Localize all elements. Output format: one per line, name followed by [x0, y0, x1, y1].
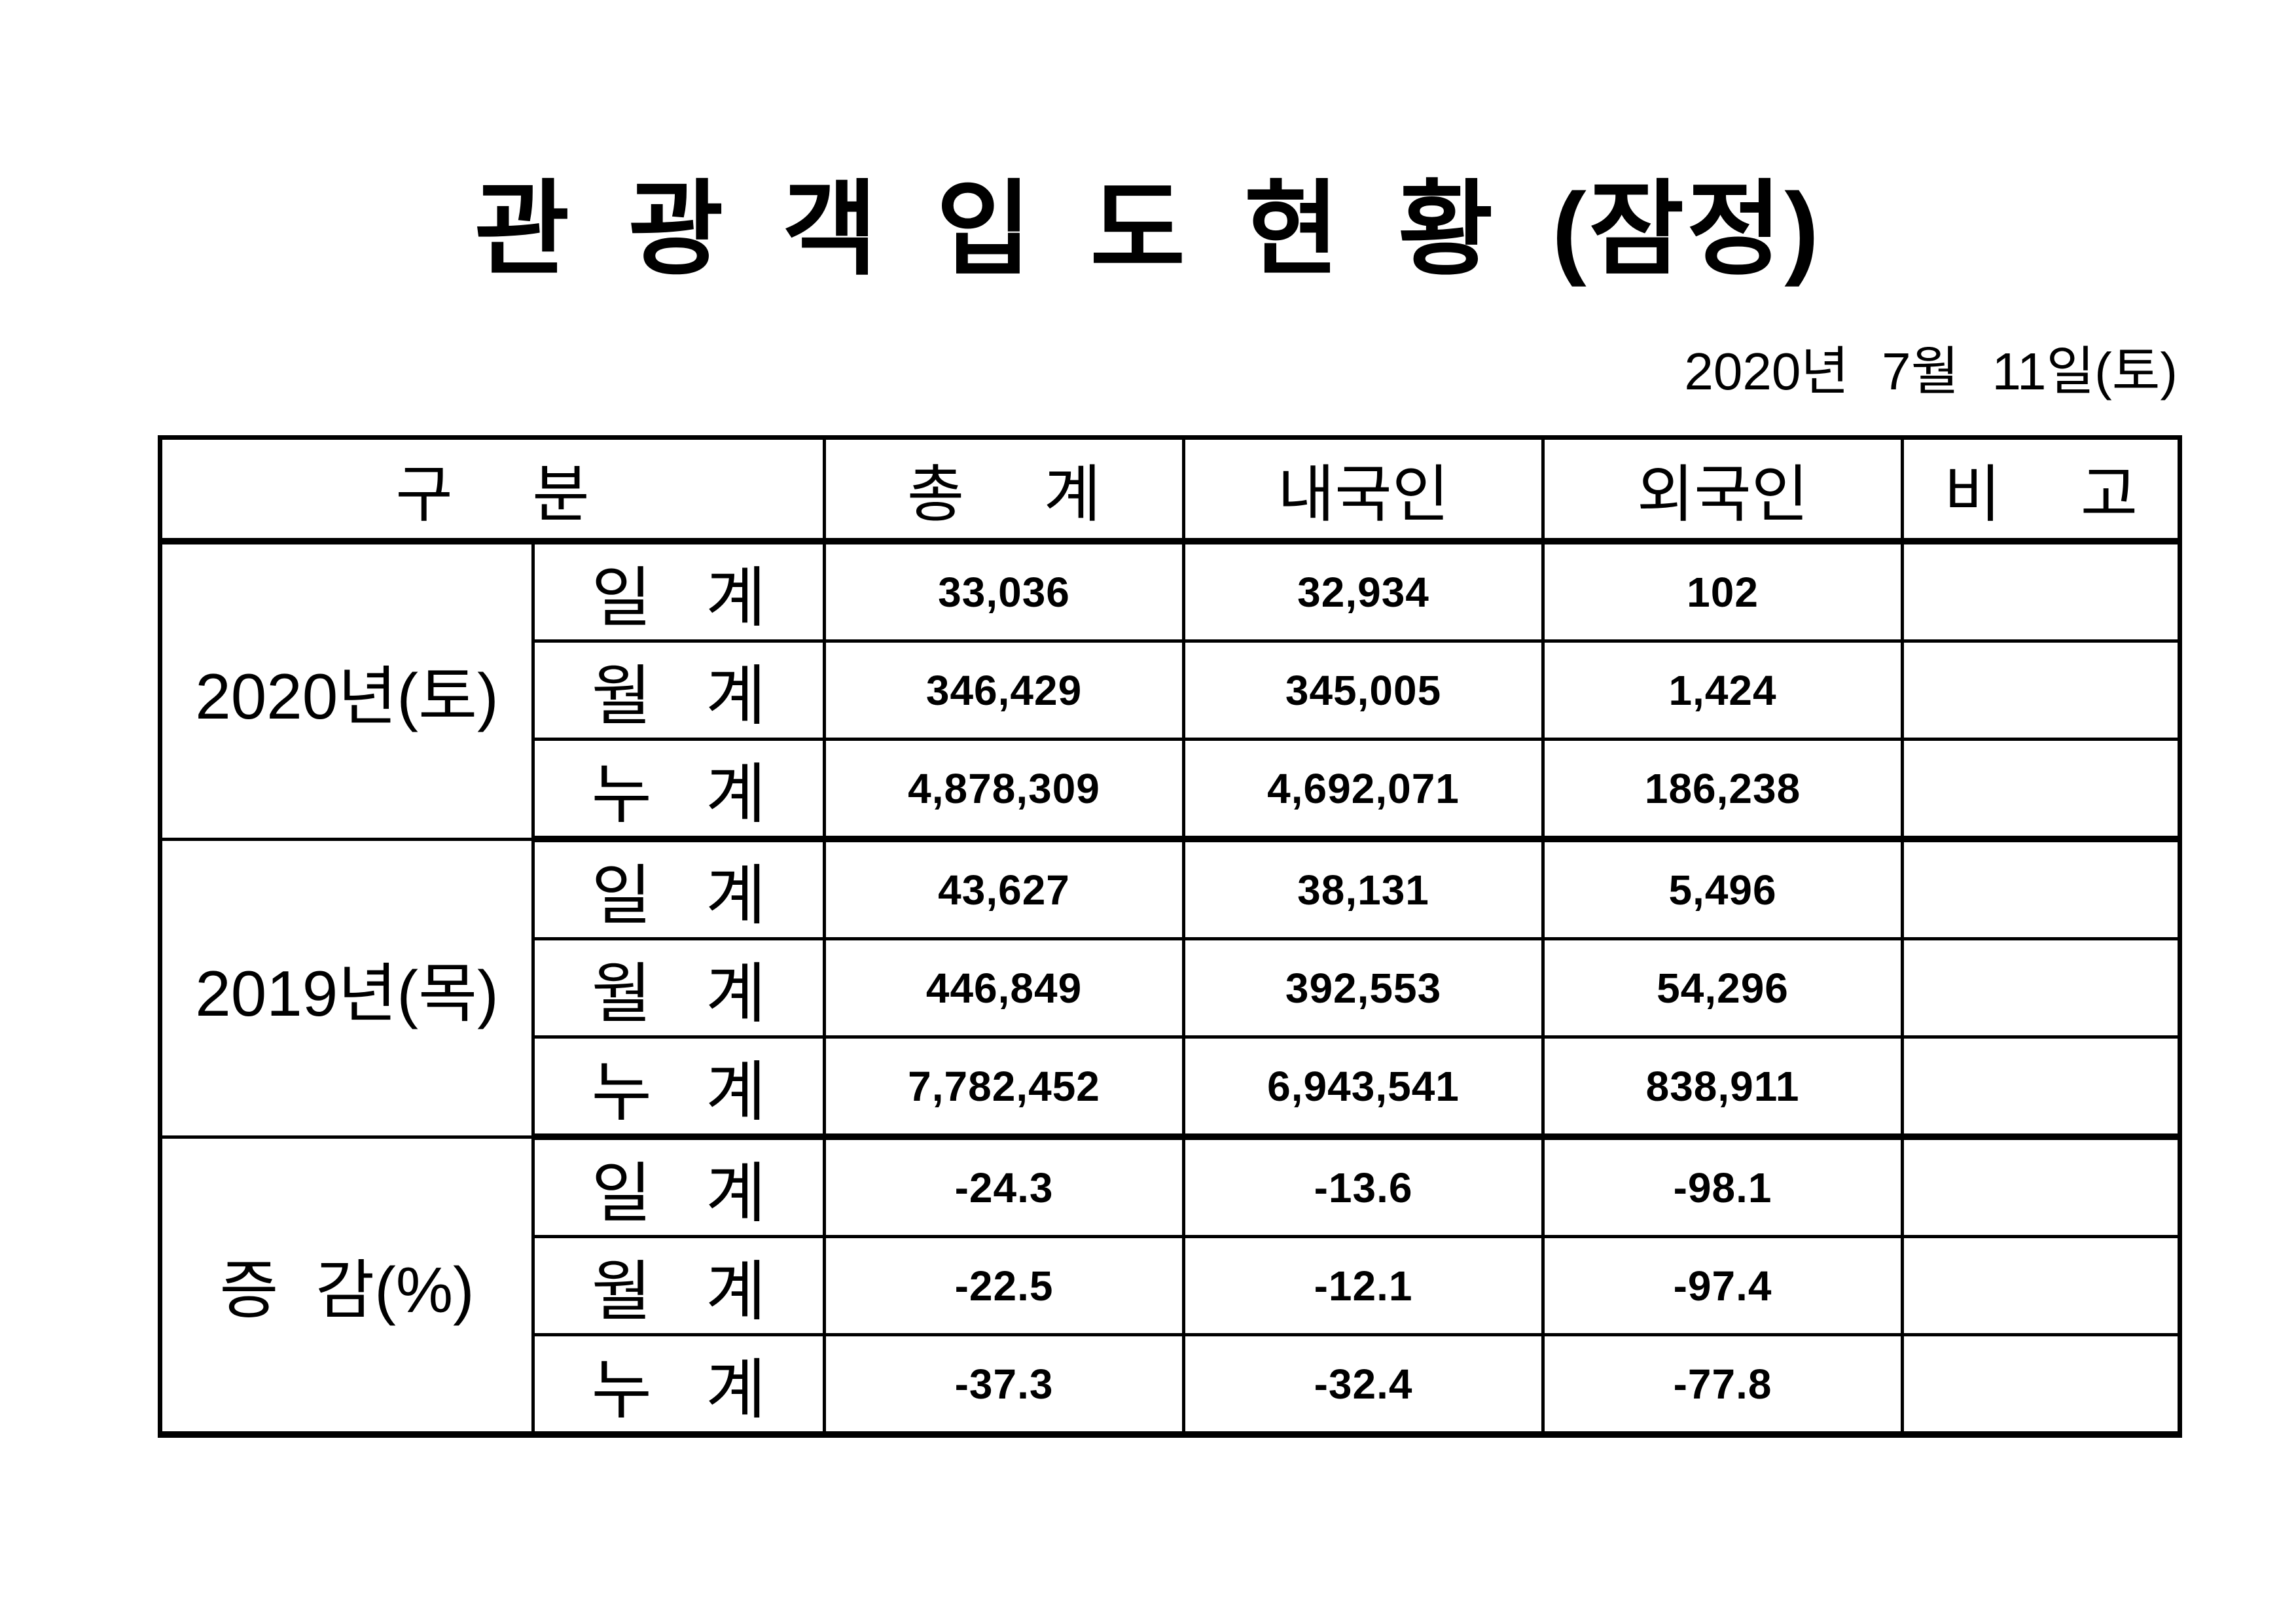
note-cell — [1901, 639, 2182, 741]
value-domestic: 345,005 — [1182, 639, 1545, 741]
table-row: 누 계 -37.3 -32.4 -77.8 — [160, 1333, 2182, 1438]
note-cell — [1901, 837, 2182, 940]
header-note: 비 고 — [1901, 436, 2182, 544]
table-row: 증 감(%) 일 계 -24.3 -13.6 -98.1 — [158, 1135, 2182, 1436]
value-domestic: -12.1 — [1182, 1235, 1545, 1336]
value-domestic: 6,943,541 — [1182, 1035, 1545, 1140]
note-cell — [1901, 539, 2182, 643]
value-foreign: 838,911 — [1541, 1035, 1905, 1140]
header-foreign: 외국인 — [1541, 436, 1905, 544]
value-domestic: 32,934 — [1182, 539, 1545, 643]
note-cell — [1901, 937, 2182, 1039]
value-domestic: 38,131 — [1182, 837, 1545, 940]
table-row: 2019년(목) 일 계 43,627 38,131 5,496 — [158, 837, 2182, 1139]
value-foreign: 54,296 — [1541, 937, 1905, 1039]
report-date: 2020년 7월 11일(토) — [1684, 342, 2178, 401]
value-total: -37.3 — [823, 1333, 1186, 1438]
row-label-daily: 일 계 — [531, 837, 827, 940]
row-label-cumulative: 누 계 — [531, 738, 827, 842]
value-total: 346,429 — [823, 639, 1186, 741]
note-cell — [1901, 1235, 2182, 1336]
value-total: 4,878,309 — [823, 738, 1186, 842]
value-total: -24.3 — [823, 1135, 1186, 1238]
row-label-monthly: 월 계 — [531, 937, 827, 1039]
table-row: 2020년(토) 일 계 33,036 32,934 102 — [158, 539, 2182, 841]
header-gubun: 구 분 — [158, 436, 827, 544]
row-label-cumulative: 누 계 — [531, 1035, 827, 1140]
row-label-monthly: 월 계 — [531, 1235, 827, 1336]
header-row: 구 분 총 계 내국인 외국인 비 고 — [158, 436, 2182, 544]
tourist-arrival-table: 구 분 총 계 내국인 외국인 비 고 2020년(토) 일 계 33,036 … — [158, 435, 2183, 1438]
table-row: 월 계 446,849 392,553 54,296 — [160, 937, 2182, 1039]
row-label-cumulative: 누 계 — [531, 1333, 827, 1438]
value-domestic: -32.4 — [1182, 1333, 1545, 1438]
value-foreign: -77.8 — [1541, 1333, 1905, 1438]
table-row: 월 계 -22.5 -12.1 -97.4 — [160, 1235, 2182, 1336]
value-foreign: 5,496 — [1541, 837, 1905, 940]
note-cell — [1901, 1333, 2182, 1438]
row-label-daily: 일 계 — [531, 1135, 827, 1238]
note-cell — [1901, 1135, 2182, 1238]
value-foreign: -98.1 — [1541, 1135, 1905, 1238]
value-total: 7,782,452 — [823, 1035, 1186, 1140]
value-total: 33,036 — [823, 539, 1186, 643]
value-domestic: 4,692,071 — [1182, 738, 1545, 842]
value-foreign: 186,238 — [1541, 738, 1905, 842]
note-cell — [1901, 738, 2182, 842]
row-label-daily: 일 계 — [531, 539, 827, 643]
table-row: 월 계 346,429 345,005 1,424 — [160, 639, 2182, 741]
value-domestic: -13.6 — [1182, 1135, 1545, 1238]
row-label-monthly: 월 계 — [531, 639, 827, 741]
value-foreign: 102 — [1541, 539, 1905, 643]
group-label-change-pct: 증 감(%) — [158, 1135, 535, 1436]
value-foreign: -97.4 — [1541, 1235, 1905, 1336]
value-foreign: 1,424 — [1541, 639, 1905, 741]
group-label-2020: 2020년(토) — [158, 539, 535, 841]
value-domestic: 392,553 — [1182, 937, 1545, 1039]
table-row: 누 계 7,782,452 6,943,541 838,911 — [160, 1035, 2182, 1140]
header-domestic: 내국인 — [1182, 436, 1545, 544]
table-row: 누 계 4,878,309 4,692,071 186,238 — [160, 738, 2182, 842]
header-total: 총 계 — [823, 436, 1186, 544]
value-total: 43,627 — [823, 837, 1186, 940]
group-label-2019: 2019년(목) — [158, 837, 535, 1139]
page-title: 관 광 객 입 도 현 황 (잠정) — [474, 172, 1822, 287]
value-total: -22.5 — [823, 1235, 1186, 1336]
value-total: 446,849 — [823, 937, 1186, 1039]
note-cell — [1901, 1035, 2182, 1140]
